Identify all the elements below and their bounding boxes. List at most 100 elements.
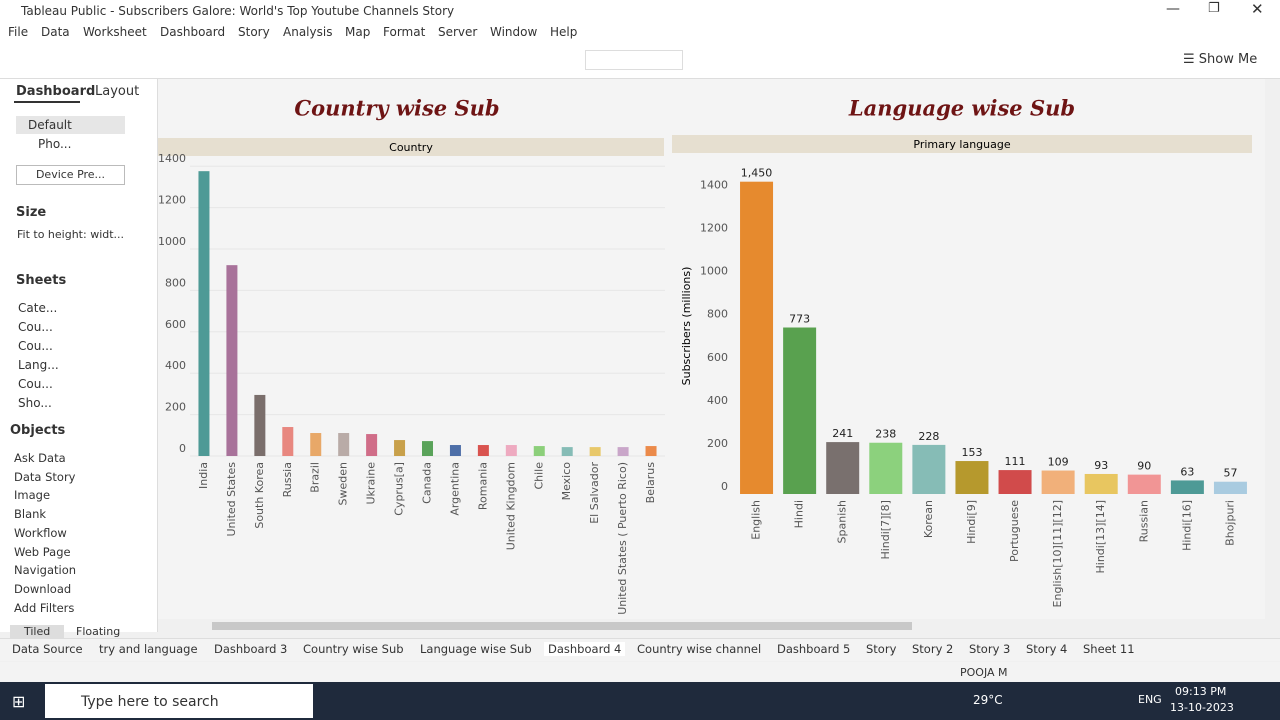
search-text[interactable]: Type here to search: [81, 694, 219, 710]
x-tick-label: Korean: [922, 500, 935, 538]
header-band: [158, 138, 664, 156]
chart-title: Country wise Sub: [294, 96, 499, 121]
menu-item[interactable]: Help: [550, 25, 578, 39]
dropdown[interactable]: [585, 50, 683, 70]
window-title: Tableau Public - Subscribers Galore: Wor…: [21, 4, 455, 18]
date[interactable]: 13-10-2023: [1170, 701, 1234, 714]
taskbar: ⊞ Type here to search 29°C ENG 09:13 PM …: [0, 682, 1280, 720]
user[interactable]: POOJA M: [960, 666, 1008, 679]
show-me[interactable]: ☰ Show Me: [1183, 52, 1258, 67]
object-item[interactable]: Navigation: [14, 563, 77, 578]
sheet-item[interactable]: Lang...: [18, 358, 59, 372]
object-item[interactable]: Download: [14, 581, 72, 596]
object-item[interactable]: Blank: [14, 507, 47, 522]
sheet-tab[interactable]: Sheet 11: [1083, 642, 1135, 656]
bar: [912, 444, 946, 494]
menu-item[interactable]: Server: [438, 25, 478, 39]
sheet-tab[interactable]: Story 3: [969, 642, 1011, 656]
bar: [589, 447, 601, 456]
x-tick-label: Canada: [421, 462, 434, 504]
object-item[interactable]: Add Filters: [14, 600, 75, 615]
menu-item[interactable]: File: [8, 25, 29, 39]
h-scrollbar[interactable]: [160, 620, 1265, 632]
menu-item[interactable]: Dashboard: [160, 25, 226, 39]
bar: [869, 442, 903, 494]
object-item[interactable]: Data Story: [14, 469, 76, 484]
bar: [394, 440, 406, 456]
sheet-item[interactable]: Sho...: [18, 396, 52, 410]
sheet-tab[interactable]: Dashboard 5: [777, 642, 851, 656]
object-item[interactable]: Workflow: [14, 525, 67, 540]
object-item[interactable]: Web Page: [14, 544, 71, 559]
menu-item[interactable]: Analysis: [283, 25, 333, 39]
x-tick-label: English[10][11][12]: [1051, 500, 1064, 607]
sheet-tab[interactable]: Dashboard 3: [214, 642, 288, 656]
device-option[interactable]: Default: [16, 116, 125, 134]
sheet-tab[interactable]: Language wise Sub: [420, 642, 532, 656]
sheet-item[interactable]: Cate...: [18, 301, 58, 315]
sheet-tab[interactable]: Country wise channel: [637, 642, 762, 656]
title-bar: Tableau Public - Subscribers Galore: Wor…: [0, 0, 1280, 22]
bar: [198, 171, 210, 457]
y-tick-label: 1000: [158, 235, 186, 248]
y-tick-label: 400: [707, 394, 728, 407]
sheet-tab[interactable]: Data Source: [12, 642, 83, 656]
dashboard: [158, 79, 1265, 619]
language[interactable]: ENG: [1138, 693, 1162, 706]
bar: [1084, 473, 1118, 494]
show-me-label[interactable]: Show Me: [1198, 52, 1258, 67]
size-select[interactable]: Fit to height: widt...: [17, 228, 125, 241]
sidebar: Dashboard Layout Default Pho... Device Pre..…: [0, 79, 158, 638]
sheet-item[interactable]: Cou...: [18, 339, 53, 353]
sheet-tab[interactable]: try and language: [99, 642, 198, 656]
close[interactable]: ✕: [1251, 0, 1264, 18]
sheet-tab[interactable]: Country wise Sub: [303, 642, 404, 656]
bar: [1170, 480, 1204, 494]
menu-item[interactable]: Format: [383, 25, 426, 39]
object-item[interactable]: Ask Data: [14, 451, 66, 465]
sheet-tab[interactable]: Story 4: [1026, 642, 1068, 656]
bar: [740, 181, 774, 494]
x-tick-label: English: [750, 500, 763, 540]
data-label: 109: [1048, 456, 1069, 469]
x-tick-label: South Korea: [253, 462, 266, 529]
v-scrollbar[interactable]: [1266, 79, 1280, 619]
menu-item[interactable]: Worksheet: [83, 25, 147, 39]
minimize[interactable]: —: [1166, 1, 1180, 17]
layout-tab[interactable]: Floating: [76, 625, 121, 638]
data-label: 63: [1180, 465, 1194, 478]
menu-item[interactable]: Window: [490, 25, 538, 39]
bar: [998, 470, 1032, 494]
bar: [561, 447, 573, 456]
sheet-item[interactable]: Cou...: [18, 320, 53, 334]
bar: [310, 433, 322, 456]
sheet-tab[interactable]: Dashboard 4: [544, 642, 626, 656]
sheet-item[interactable]: Cou...: [18, 377, 53, 391]
header: Primary language: [913, 138, 1010, 151]
device-option[interactable]: Pho...: [38, 137, 72, 151]
object-item[interactable]: Image: [14, 488, 51, 503]
x-tick-label: Belarus: [644, 462, 657, 504]
data-label: 90: [1137, 460, 1151, 473]
start[interactable]: ⊞: [12, 692, 26, 711]
menu-item[interactable]: Story: [238, 25, 270, 39]
menu-item[interactable]: Data: [41, 25, 70, 39]
sidebar-tab[interactable]: Layout: [95, 84, 140, 99]
scroll-thumb[interactable]: [212, 622, 912, 630]
sheet-tabs: Data Source try and language Dashboard 3 Co…: [0, 638, 1280, 661]
menu-item[interactable]: Map: [345, 25, 371, 39]
maximize[interactable]: ❐: [1208, 1, 1220, 16]
sheet-tab[interactable]: Story 2: [912, 642, 954, 656]
search-box[interactable]: Type here to search: [45, 684, 313, 718]
weather[interactable]: 29°C: [973, 693, 1003, 707]
x-tick-label: United States: [225, 462, 238, 537]
time[interactable]: 09:13 PM: [1175, 685, 1227, 698]
data-label: 111: [1005, 455, 1026, 468]
sheet-tab[interactable]: Story: [866, 642, 897, 656]
layout-tab[interactable]: Tiled: [10, 625, 65, 638]
device-preview[interactable]: Device Pre...: [16, 165, 125, 185]
bar: [533, 446, 545, 456]
sidebar-tab[interactable]: Dashboard: [16, 84, 96, 99]
